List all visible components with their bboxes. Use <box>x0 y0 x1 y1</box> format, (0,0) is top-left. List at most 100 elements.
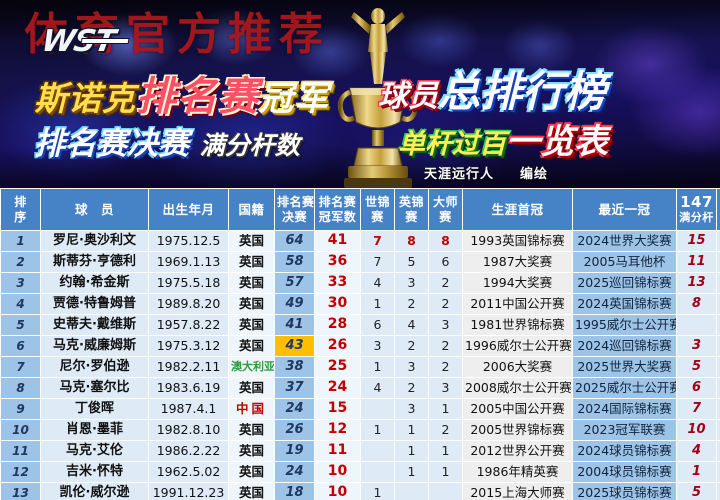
cell-rank: 4 <box>0 293 41 315</box>
cell-finals: 58 <box>274 251 315 273</box>
cell-rank: 3 <box>0 272 41 294</box>
cell-first: 1987大奖赛 <box>462 251 573 273</box>
col-header-masters[interactable]: 大师赛 <box>428 188 463 231</box>
table-row[interactable]: 12 吉米·怀特 1962.5.02 英国 24 10 1 1 1986年精英赛 2004球员锦标… <box>0 461 720 483</box>
cell-first: 2012世界公开赛 <box>462 440 573 462</box>
col-header-birth[interactable]: 出生年月 <box>148 188 229 231</box>
col-header-nationality[interactable]: 国籍 <box>228 188 275 231</box>
cell-finals: 37 <box>274 377 315 399</box>
cell-last: 2024国际锦标赛 <box>572 398 677 420</box>
wst-logo: WST <box>39 24 131 59</box>
cell-last: 2005马耳他杯 <box>572 251 677 273</box>
col-header-world-championship[interactable]: 世锦赛 <box>360 188 395 231</box>
headline-max-breaks: 满分杆数 <box>199 131 300 160</box>
table-row[interactable]: 13 凯伦·威尔逊 1991.12.23 英国 18 10 1 2015上海大师赛 2025球员… <box>0 482 720 500</box>
cell-finals: 64 <box>274 230 315 252</box>
cell-rank: 7 <box>0 356 41 378</box>
cell-titles: 24 <box>314 377 361 399</box>
cell-masters <box>428 482 463 500</box>
cell-last: 2024球员锦标赛 <box>572 440 677 462</box>
table-row[interactable]: 3 约翰·希金斯 1975.5.18 英国 57 33 4 3 2 1994大奖赛 2025巡回锦标… <box>0 272 720 294</box>
cell-centuries: 894 <box>716 377 720 399</box>
cell-world <box>360 440 395 462</box>
cell-nat: 英国 <box>228 335 275 357</box>
cell-birth: 1962.5.02 <box>148 461 229 483</box>
cell-name: 史蒂夫·戴维斯 <box>40 314 149 336</box>
cell-titles: 15 <box>314 398 361 420</box>
cell-nat: 英国 <box>228 419 275 441</box>
cell-masters: 1 <box>428 440 463 462</box>
cell-world <box>360 398 395 420</box>
cell-name: 丁俊晖 <box>40 398 149 420</box>
table-row[interactable]: 4 贾德·特鲁姆普 1989.8.20 英国 49 30 1 2 2 2011中国公开赛 2024英… <box>0 293 720 315</box>
cell-max147: 6 <box>676 377 717 399</box>
table-body: 1 罗尼·奥沙利文 1975.12.5 英国 64 41 7 8 8 1993英国锦标赛 2024世… <box>0 230 720 500</box>
table-row[interactable]: 1 罗尼·奥沙利文 1975.12.5 英国 64 41 7 8 8 1993英国锦标赛 2024世… <box>0 230 720 252</box>
cell-last: 2024巡回锦标赛 <box>572 335 677 357</box>
cell-name: 吉米·怀特 <box>40 461 149 483</box>
cell-masters: 2 <box>428 293 463 315</box>
headline-overall-rank: 总排行榜 <box>438 67 607 116</box>
cell-titles: 41 <box>314 230 361 252</box>
cell-birth: 1987.4.1 <box>148 398 229 420</box>
col-header-rank[interactable]: 排序 <box>0 188 41 231</box>
headline-overview: 一览表 <box>506 122 608 162</box>
cell-name: 马克·威廉姆斯 <box>40 335 149 357</box>
table-row[interactable]: 2 斯蒂芬·亨德利 1969.1.13 英国 58 36 7 5 6 1987大奖赛 2005马耳他… <box>0 251 720 273</box>
col-header-player[interactable]: 球 员 <box>40 188 149 231</box>
cell-rank: 9 <box>0 398 41 420</box>
table-row[interactable]: 6 马克·威廉姆斯 1975.3.12 英国 43 26 3 2 2 1996威尔士公开赛 2024… <box>0 335 720 357</box>
cell-max147: 5 <box>676 356 717 378</box>
cell-uk: 1 <box>394 461 429 483</box>
cell-world: 7 <box>360 251 395 273</box>
col-header-latest-title[interactable]: 最近一冠 <box>572 188 677 231</box>
cell-birth: 1969.1.13 <box>148 251 229 273</box>
cell-finals: 57 <box>274 272 315 294</box>
table-row[interactable]: 11 马克·艾伦 1986.2.22 英国 19 11 1 1 2012世界公开赛 2024球员锦… <box>0 440 720 462</box>
credit-line: 天涯远行人 编绘 <box>424 163 548 182</box>
col-header-147[interactable]: 147 满分杆 <box>676 188 717 231</box>
cell-name: 斯蒂芬·亨德利 <box>40 251 149 273</box>
cell-nat: 英国 <box>228 377 275 399</box>
cell-first: 1981世界锦标赛 <box>462 314 573 336</box>
cell-max147: 1 <box>676 461 717 483</box>
cell-finals: 43 <box>274 335 315 357</box>
cell-max147: 10 <box>676 419 717 441</box>
col-header-ranking-finals[interactable]: 排名赛 决赛 <box>274 188 315 231</box>
cell-last: 2024世界大奖赛 <box>572 230 677 252</box>
cell-uk: 2 <box>394 377 429 399</box>
cell-masters: 1 <box>428 398 463 420</box>
cell-name: 罗尼·奥沙利文 <box>40 230 149 252</box>
cell-name: 凯伦·威尔逊 <box>40 482 149 500</box>
col-header-first-title[interactable]: 生涯首冠 <box>462 188 573 231</box>
cell-world: 1 <box>360 356 395 378</box>
cell-birth: 1983.6.19 <box>148 377 229 399</box>
table-row[interactable]: 8 马克·塞尔比 1983.6.19 英国 37 24 4 2 3 2008威尔士公开赛 2025威… <box>0 377 720 399</box>
cell-centuries: 777 <box>716 251 720 273</box>
cell-rank: 2 <box>0 251 41 273</box>
cell-uk: 2 <box>394 335 429 357</box>
cell-first: 2008威尔士公开赛 <box>462 377 573 399</box>
table-row[interactable]: 7 尼尔·罗伯逊 1982.2.11 澳大利亚 38 25 1 3 2 2006大奖赛 2025世界… <box>0 356 720 378</box>
table-row[interactable]: 5 史蒂夫·戴维斯 1957.8.22 英国 41 28 6 4 3 1981世界锦标赛 1995威… <box>0 314 720 336</box>
cell-last: 2004球员锦标赛 <box>572 461 677 483</box>
table-row[interactable]: 10 肖恩·墨菲 1982.8.10 英国 26 12 1 1 2 2005世界锦标赛 2023冠军… <box>0 419 720 441</box>
cell-name: 肖恩·墨菲 <box>40 419 149 441</box>
headline-right-line1: 球员总排行榜 <box>378 58 606 119</box>
cell-rank: 6 <box>0 335 41 357</box>
col-header-uk-championship[interactable]: 英锦赛 <box>394 188 429 231</box>
cell-nat: 英国 <box>228 461 275 483</box>
headline-ranking-final: 排名赛决赛 <box>34 126 189 162</box>
cell-last: 2025球员锦标赛 <box>572 482 677 500</box>
cell-first: 1986年精英赛 <box>462 461 573 483</box>
watermark-text: 体育官方推荐 <box>24 9 330 60</box>
cell-max147: 11 <box>676 251 717 273</box>
col-header-centuries[interactable]: 破百杆数 <box>716 188 720 231</box>
cell-titles: 33 <box>314 272 361 294</box>
cell-birth: 1982.8.10 <box>148 419 229 441</box>
headline-centuries: 单杆过百 <box>398 129 506 160</box>
cell-finals: 38 <box>274 356 315 378</box>
cell-finals: 24 <box>274 461 315 483</box>
col-header-ranking-titles[interactable]: 排名赛 冠军数 <box>314 188 361 231</box>
